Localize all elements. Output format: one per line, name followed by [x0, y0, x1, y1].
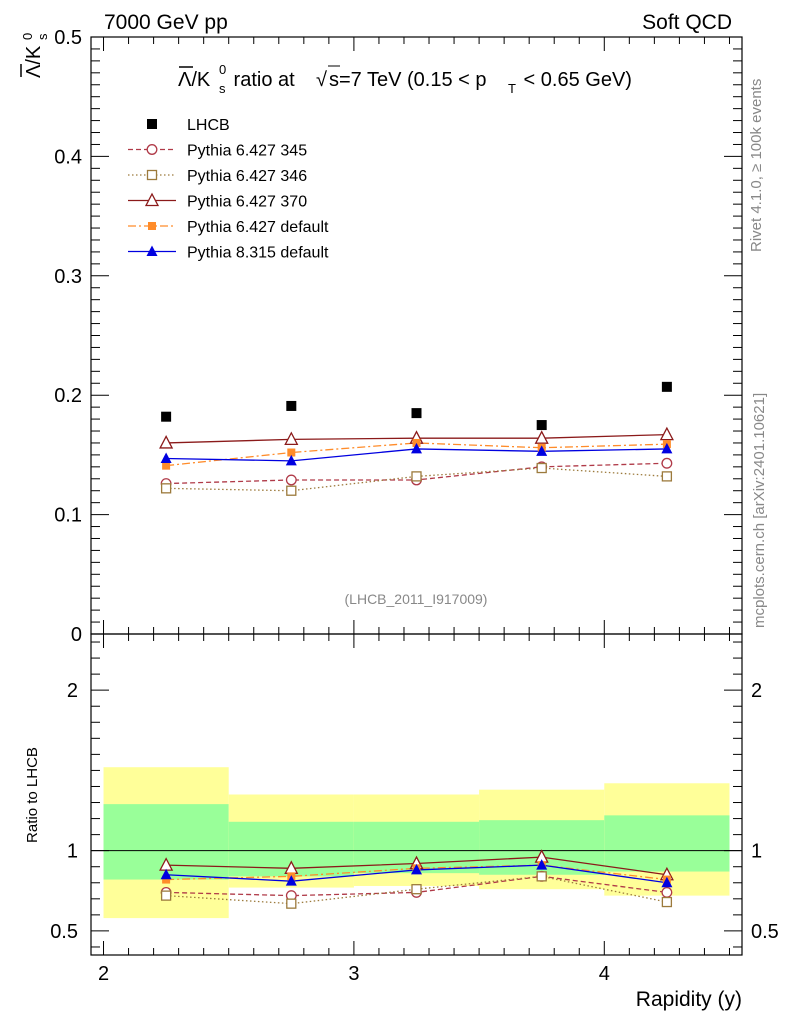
header-left-label: 7000 GeV pp: [104, 11, 228, 34]
main-y-tick-label: 0.3: [54, 266, 82, 288]
data-point-pythia-8-315-default: [411, 442, 422, 454]
legend-label-lhcb: LHCB: [187, 117, 230, 134]
data-point-lhcb: [161, 411, 172, 422]
main-y-tick-label: 0.2: [54, 385, 82, 407]
data-point-pythia-6-427-345: [285, 474, 297, 486]
data-point-pythia-6-427-346: [160, 890, 172, 901]
mcplots-label: mcplots.cern.ch [arXiv:2401.10621]: [751, 393, 768, 628]
data-point-pythia-8-315-default: [536, 445, 548, 456]
chart-title: Λ/K 0 s ratio at √ s=7 TeV (0.15 < p T <…: [178, 62, 632, 96]
data-point-pythia-8-315-default: [536, 859, 548, 870]
x-tick-label: 3: [348, 963, 359, 985]
svg-text:0: 0: [20, 33, 35, 40]
main-y-axis-label: Λ/K 0 s: [20, 33, 50, 78]
legend-label-pythia-6-427-370: Pythia 6.427 370: [187, 194, 307, 211]
data-point-pythia-6-427-346: [411, 884, 422, 895]
data-point-lhcb: [536, 420, 547, 431]
data-point-lhcb: [411, 408, 422, 419]
svg-text:Λ/K: Λ/K: [178, 69, 211, 91]
header-right-label: Soft QCD: [642, 11, 732, 34]
legend-label-pythia-6-427-345: Pythia 6.427 345: [187, 143, 307, 160]
title-pt-subscript: T: [508, 81, 516, 96]
title-lambda-bar: Λ: [178, 69, 192, 91]
data-point-pythia-6-427-346: [160, 483, 172, 494]
legend-marker-pythia-8-315-default: [146, 245, 158, 256]
legend-marker-pythia-6-427-345: [146, 144, 158, 155]
data-point-pythia-8-315-default: [285, 875, 297, 886]
main-y-tick-label: 0.4: [54, 146, 82, 168]
data-point-pythia-8-315-default: [160, 868, 172, 880]
legend-label-pythia-6-427-346: Pythia 6.427 346: [187, 168, 307, 185]
ratio-panel-series: [159, 849, 674, 909]
data-point-pythia-6-427-346: [661, 896, 673, 908]
x-axis-label: Rapidity (y): [636, 988, 742, 1011]
data-point-pythia-6-427-345: [661, 886, 673, 898]
legend-marker-pythia-6-427-370: [144, 192, 160, 207]
data-point-pythia-6-427-346: [536, 871, 547, 882]
svg-text:Λ/K: Λ/K: [23, 45, 45, 78]
legend-label-pythia-8-315-default: Pythia 8.315 default: [187, 245, 329, 262]
data-point-pythia-6-427-346: [411, 471, 422, 482]
x-tick-label: 2: [98, 963, 109, 985]
data-point-pythia-6-427-default: [162, 461, 171, 470]
title-end-text: < 0.65 GeV): [518, 69, 632, 91]
data-point-pythia-6-427-default: [287, 448, 296, 457]
legend-marker-pythia-6-427-346: [146, 169, 158, 181]
title-ratio-text: ratio at: [228, 69, 300, 91]
data-point-pythia-8-315-default: [285, 454, 297, 466]
data-point-pythia-6-427-370: [284, 431, 299, 446]
ratio-panel-frame: [90, 633, 743, 956]
ratio-y-tick-label-left: 1: [67, 841, 78, 863]
data-point-pythia-6-427-346: [661, 471, 673, 482]
data-point-pythia-6-427-346: [286, 898, 297, 909]
data-point-pythia-6-427-345: [661, 457, 673, 469]
sqrt-symbol: √: [316, 69, 327, 91]
data-point-pythia-6-427-346: [536, 462, 547, 474]
ratio-y-axis-label: Ratio to LHCB: [24, 747, 41, 843]
data-point-pythia-8-315-default: [661, 876, 673, 888]
x-tick-label: 4: [599, 963, 610, 985]
svg-text:s: s: [35, 33, 50, 40]
title-k-superscript: 0: [219, 62, 226, 77]
data-point-pythia-8-315-default: [661, 442, 673, 454]
main-y-tick-label: 0.1: [54, 505, 82, 527]
legend: LHCB Pythia 6.427 345 Pythia 6.427 346 Pyth…: [128, 117, 329, 262]
title-energy-text: s=7 TeV (0.15 < p: [329, 69, 487, 91]
ratio-y-tick-label-right: 0.5: [751, 921, 779, 943]
ratio-y-tick-label-left: 0.5: [50, 921, 78, 943]
series-line-pythia-6-427-default: [166, 864, 667, 881]
main-y-tick-label: 0.5: [54, 27, 82, 49]
ratio-y-tick-label-right: 2: [751, 680, 762, 702]
data-point-pythia-6-427-default: [162, 875, 171, 884]
analysis-id-label: (LHCB_2011_I917009): [345, 591, 488, 607]
main-panel-series: [159, 381, 674, 496]
data-point-pythia-6-427-370: [159, 435, 174, 449]
data-point-lhcb: [286, 400, 297, 411]
ratio-y-tick-label-right: 1: [751, 841, 762, 863]
data-point-pythia-8-315-default: [160, 452, 172, 463]
legend-marker-lhcb: [147, 119, 157, 129]
rivet-version-label: Rivet 4.1.0, ≥ 100k events: [748, 79, 765, 252]
main-y-tick-label: 0: [71, 624, 82, 646]
data-point-pythia-6-427-370: [534, 430, 549, 444]
data-point-lhcb: [661, 381, 672, 392]
data-point-pythia-6-427-370: [659, 426, 674, 441]
legend-label-pythia-6-427-default: Pythia 6.427 default: [187, 219, 329, 236]
data-point-pythia-6-427-346: [286, 485, 297, 496]
ratio-y-tick-label-left: 2: [67, 680, 78, 702]
ratio-band-inner: [604, 815, 730, 872]
data-point-pythia-8-315-default: [411, 863, 422, 875]
legend-marker-pythia-6-427-default: [148, 222, 156, 230]
axes-frame: 2 3 4 0 0.1 0.2 0.3 0.4 0.5 0.5 0.5 1 1 2 2: [50, 27, 779, 985]
title-k-subscript: s: [219, 81, 226, 96]
